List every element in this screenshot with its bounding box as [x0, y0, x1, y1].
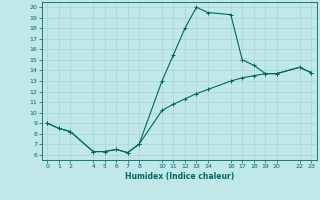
X-axis label: Humidex (Indice chaleur): Humidex (Indice chaleur): [124, 172, 234, 181]
